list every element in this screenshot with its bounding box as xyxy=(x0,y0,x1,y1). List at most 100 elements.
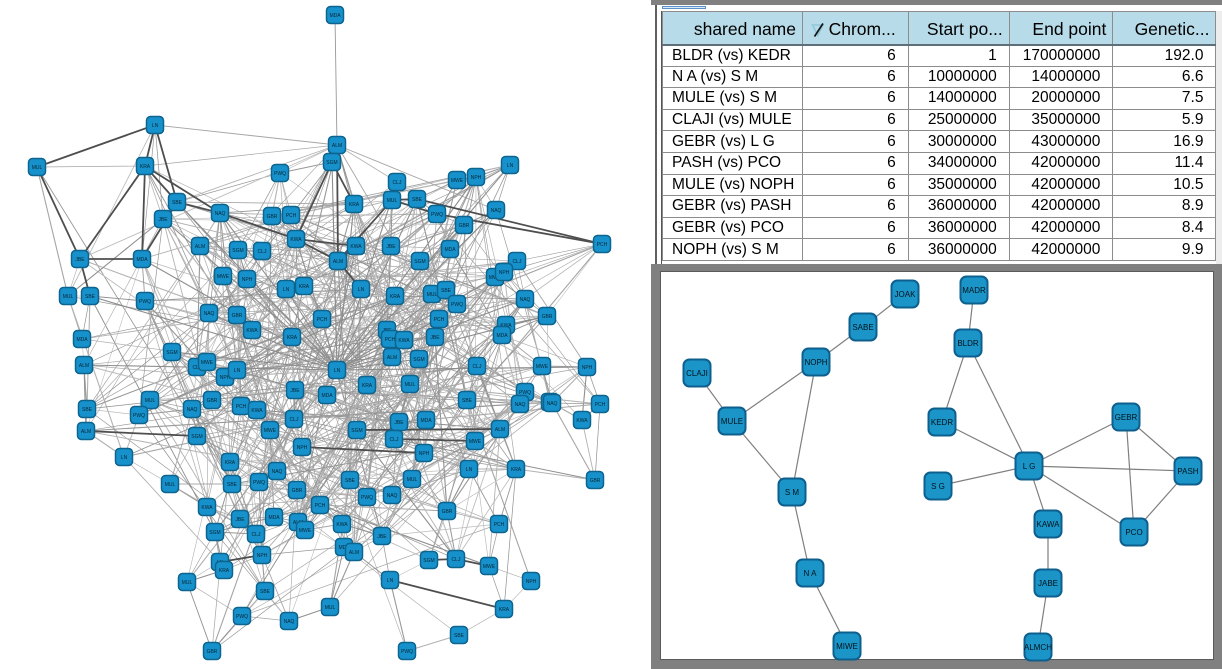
svg-text:GBR: GBR xyxy=(442,509,453,515)
svg-text:MWE: MWE xyxy=(299,528,312,534)
svg-text:MUL: MUL xyxy=(63,294,74,300)
svg-text:MDA: MDA xyxy=(321,393,333,399)
svg-text:GBR: GBR xyxy=(207,649,218,655)
svg-text:CLJ: CLJ xyxy=(452,557,461,563)
svg-text:CLJ: CLJ xyxy=(390,437,399,443)
svg-text:ALM: ALM xyxy=(349,550,359,556)
svg-text:NPH: NPH xyxy=(582,365,593,371)
svg-text:SABE: SABE xyxy=(852,323,873,332)
svg-text:NPH: NPH xyxy=(499,270,510,276)
svg-text:BLDR: BLDR xyxy=(957,339,979,348)
svg-text:MUL: MUL xyxy=(325,605,336,611)
svg-text:CLJ: CLJ xyxy=(513,259,522,265)
svg-text:KRA: KRA xyxy=(511,467,522,473)
svg-text:PCH: PCH xyxy=(595,402,606,408)
svg-text:KWA: KWA xyxy=(350,244,362,250)
svg-text:SGM: SGM xyxy=(326,160,337,166)
svg-text:SGM: SGM xyxy=(209,530,220,536)
svg-text:JBE: JBE xyxy=(75,257,85,263)
svg-text:MDA: MDA xyxy=(329,13,341,19)
svg-text:PCH: PCH xyxy=(494,522,505,528)
svg-text:PWQ: PWQ xyxy=(361,495,373,501)
svg-text:SGM: SGM xyxy=(191,434,202,440)
svg-text:SGM: SGM xyxy=(232,248,243,254)
svg-text:GBR: GBR xyxy=(590,478,601,484)
svg-text:S M: S M xyxy=(785,488,800,497)
svg-text:ALM: ALM xyxy=(79,363,89,369)
svg-text:NPH: NPH xyxy=(471,175,482,181)
svg-text:PWQ: PWQ xyxy=(133,413,145,419)
svg-text:MUL: MUL xyxy=(165,482,176,488)
svg-text:SGM: SGM xyxy=(414,259,425,265)
svg-text:MDA: MDA xyxy=(268,515,280,521)
svg-text:CLJ: CLJ xyxy=(258,249,267,255)
svg-text:NPH: NPH xyxy=(220,375,231,381)
svg-text:MUL: MUL xyxy=(405,382,416,388)
svg-text:KAWA: KAWA xyxy=(1037,520,1061,529)
svg-text:PWQ: PWQ xyxy=(451,302,463,308)
svg-text:LN: LN xyxy=(234,368,241,374)
svg-text:PCH: PCH xyxy=(317,317,328,323)
svg-text:JABE: JABE xyxy=(1038,579,1058,588)
svg-text:MDA: MDA xyxy=(338,545,350,551)
svg-text:KRA: KRA xyxy=(499,607,510,613)
svg-text:SBE: SBE xyxy=(454,633,465,639)
svg-text:PCH: PCH xyxy=(315,503,326,509)
svg-text:MDA: MDA xyxy=(496,333,508,339)
svg-text:NAQ: NAQ xyxy=(387,493,398,499)
svg-text:LN: LN xyxy=(387,578,394,584)
svg-text:MIWE: MIWE xyxy=(836,642,858,651)
svg-text:KWA: KWA xyxy=(201,505,213,511)
svg-text:JBE: JBE xyxy=(377,534,387,540)
svg-text:PWQ: PWQ xyxy=(519,390,531,396)
svg-text:NAQ: NAQ xyxy=(204,311,215,317)
svg-text:MUL: MUL xyxy=(32,165,43,171)
svg-text:KRA: KRA xyxy=(362,383,373,389)
svg-text:GBR: GBR xyxy=(542,314,553,320)
svg-text:KWA: KWA xyxy=(576,418,588,424)
svg-text:MDA: MDA xyxy=(420,418,432,424)
svg-text:MUL: MUL xyxy=(145,398,156,404)
svg-text:L G: L G xyxy=(1023,462,1036,471)
svg-text:PCH: PCH xyxy=(385,337,396,343)
svg-text:GBR: GBR xyxy=(232,313,243,319)
svg-text:CLJ: CLJ xyxy=(193,365,202,371)
svg-text:GBR: GBR xyxy=(292,488,303,494)
svg-text:MULE: MULE xyxy=(721,417,743,426)
svg-text:LN: LN xyxy=(334,368,341,374)
svg-text:MDA: MDA xyxy=(444,247,456,253)
svg-text:SGM: SGM xyxy=(423,558,434,564)
svg-text:ALM: ALM xyxy=(333,259,343,265)
svg-text:MADR: MADR xyxy=(962,286,986,295)
svg-text:NAQ: NAQ xyxy=(547,401,558,407)
svg-text:NOPH: NOPH xyxy=(804,358,827,367)
svg-text:PWQ: PWQ xyxy=(401,649,413,655)
svg-text:KRA: KRA xyxy=(390,294,401,300)
svg-text:MWE: MWE xyxy=(264,428,277,434)
svg-text:MWE: MWE xyxy=(201,360,214,366)
svg-text:MWE: MWE xyxy=(451,178,464,184)
svg-text:CLJ: CLJ xyxy=(393,180,402,186)
svg-text:ALM: ALM xyxy=(495,427,505,433)
svg-text:SBE: SBE xyxy=(172,200,183,206)
svg-text:NPH: NPH xyxy=(297,445,308,451)
svg-text:NAQ: NAQ xyxy=(284,619,295,625)
svg-text:SBE: SBE xyxy=(412,197,423,203)
svg-text:ALM: ALM xyxy=(387,355,397,361)
svg-text:PCH: PCH xyxy=(236,404,247,410)
svg-text:SGM: SGM xyxy=(351,428,362,434)
svg-text:NAQ: NAQ xyxy=(520,297,531,303)
svg-text:PASH: PASH xyxy=(1177,467,1198,476)
svg-text:CLAJI: CLAJI xyxy=(686,369,708,378)
svg-text:PCH: PCH xyxy=(597,242,608,248)
svg-text:JOAK: JOAK xyxy=(895,290,917,299)
svg-text:KWA: KWA xyxy=(398,338,410,344)
svg-text:NAQ: NAQ xyxy=(515,402,526,408)
svg-text:SGM: SGM xyxy=(166,350,177,356)
svg-text:JBE: JBE xyxy=(394,420,404,426)
svg-text:NPH: NPH xyxy=(526,579,537,585)
svg-text:SBE: SBE xyxy=(85,294,96,300)
svg-text:MUL: MUL xyxy=(407,477,418,483)
svg-text:NAQ: NAQ xyxy=(215,211,226,217)
svg-text:ALM: ALM xyxy=(332,143,342,149)
